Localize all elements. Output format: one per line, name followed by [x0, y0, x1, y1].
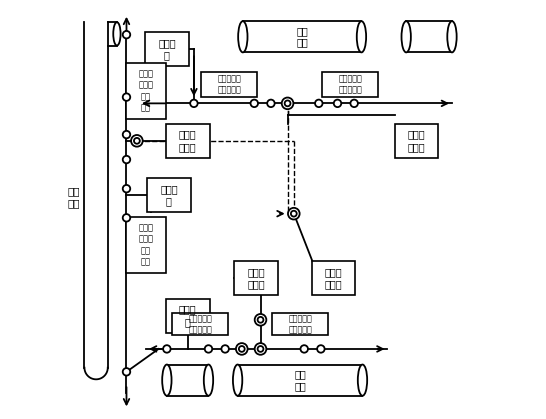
- Circle shape: [190, 100, 198, 107]
- FancyBboxPatch shape: [272, 313, 328, 335]
- Text: 检测节
点: 检测节 点: [179, 305, 197, 327]
- Circle shape: [251, 100, 258, 107]
- FancyBboxPatch shape: [126, 63, 166, 119]
- Text: 远程监
控中心: 远程监 控中心: [324, 267, 342, 290]
- FancyBboxPatch shape: [201, 72, 257, 97]
- Ellipse shape: [113, 22, 121, 46]
- FancyBboxPatch shape: [166, 299, 210, 333]
- Circle shape: [163, 345, 170, 353]
- Circle shape: [334, 100, 341, 107]
- FancyBboxPatch shape: [166, 124, 210, 158]
- Ellipse shape: [357, 21, 366, 52]
- Circle shape: [238, 345, 246, 353]
- Ellipse shape: [358, 365, 367, 396]
- Circle shape: [282, 98, 293, 109]
- Circle shape: [284, 101, 290, 106]
- Circle shape: [123, 214, 130, 222]
- Circle shape: [131, 135, 143, 147]
- FancyBboxPatch shape: [395, 124, 438, 158]
- Ellipse shape: [204, 365, 213, 396]
- Text: 粗波分供能
与信号系统: 粗波分供能 与信号系统: [288, 314, 312, 334]
- FancyBboxPatch shape: [312, 261, 355, 295]
- Circle shape: [284, 100, 292, 107]
- Ellipse shape: [401, 21, 411, 52]
- Circle shape: [300, 345, 308, 353]
- Circle shape: [123, 185, 130, 192]
- Circle shape: [258, 346, 263, 352]
- Text: 粗波分供能
与信号系统: 粗波分供能 与信号系统: [188, 314, 212, 334]
- Text: 检测节
点: 检测节 点: [158, 38, 176, 60]
- FancyBboxPatch shape: [172, 313, 228, 335]
- Circle shape: [351, 100, 358, 107]
- Circle shape: [123, 31, 130, 39]
- Text: 本地监
控中心: 本地监 控中心: [408, 129, 425, 152]
- Circle shape: [254, 343, 266, 355]
- Circle shape: [257, 345, 264, 353]
- Circle shape: [239, 346, 245, 352]
- Circle shape: [205, 345, 212, 353]
- FancyBboxPatch shape: [147, 178, 191, 212]
- Polygon shape: [243, 21, 361, 52]
- FancyBboxPatch shape: [126, 217, 166, 273]
- Circle shape: [291, 211, 296, 217]
- Circle shape: [123, 131, 130, 138]
- Polygon shape: [238, 365, 363, 396]
- Circle shape: [236, 343, 247, 355]
- Circle shape: [258, 317, 263, 323]
- Ellipse shape: [233, 365, 242, 396]
- Polygon shape: [406, 21, 452, 52]
- Circle shape: [288, 208, 300, 220]
- Text: 粗波分供能
与信号系统: 粗波分供能 与信号系统: [217, 75, 241, 95]
- Polygon shape: [167, 365, 209, 396]
- Circle shape: [254, 314, 266, 326]
- Circle shape: [134, 138, 140, 144]
- FancyBboxPatch shape: [234, 261, 278, 295]
- Text: 本地监
控中心: 本地监 控中心: [247, 267, 265, 290]
- Text: 远程
监控: 远程 监控: [296, 26, 308, 48]
- Text: 检测节
点: 检测节 点: [160, 184, 178, 206]
- FancyBboxPatch shape: [322, 72, 378, 97]
- Circle shape: [123, 156, 130, 163]
- Circle shape: [123, 368, 130, 375]
- Circle shape: [317, 345, 325, 353]
- Ellipse shape: [447, 21, 456, 52]
- Ellipse shape: [238, 21, 247, 52]
- Text: 远程
监控: 远程 监控: [294, 370, 306, 391]
- Circle shape: [221, 345, 229, 353]
- Circle shape: [315, 100, 323, 107]
- Text: 粗波分
供能与
信号
系统: 粗波分 供能与 信号 系统: [139, 224, 153, 266]
- FancyBboxPatch shape: [145, 32, 189, 66]
- Circle shape: [123, 93, 130, 101]
- Text: 粗波分
供能与
信号
系统: 粗波分 供能与 信号 系统: [139, 70, 153, 112]
- Text: 粗波分供能
与信号系统: 粗波分供能 与信号系统: [338, 75, 362, 95]
- Circle shape: [267, 100, 275, 107]
- Text: 地下
管线: 地下 管线: [68, 186, 80, 208]
- Ellipse shape: [162, 365, 171, 396]
- Text: 本地监
控中心: 本地监 控中心: [179, 129, 197, 152]
